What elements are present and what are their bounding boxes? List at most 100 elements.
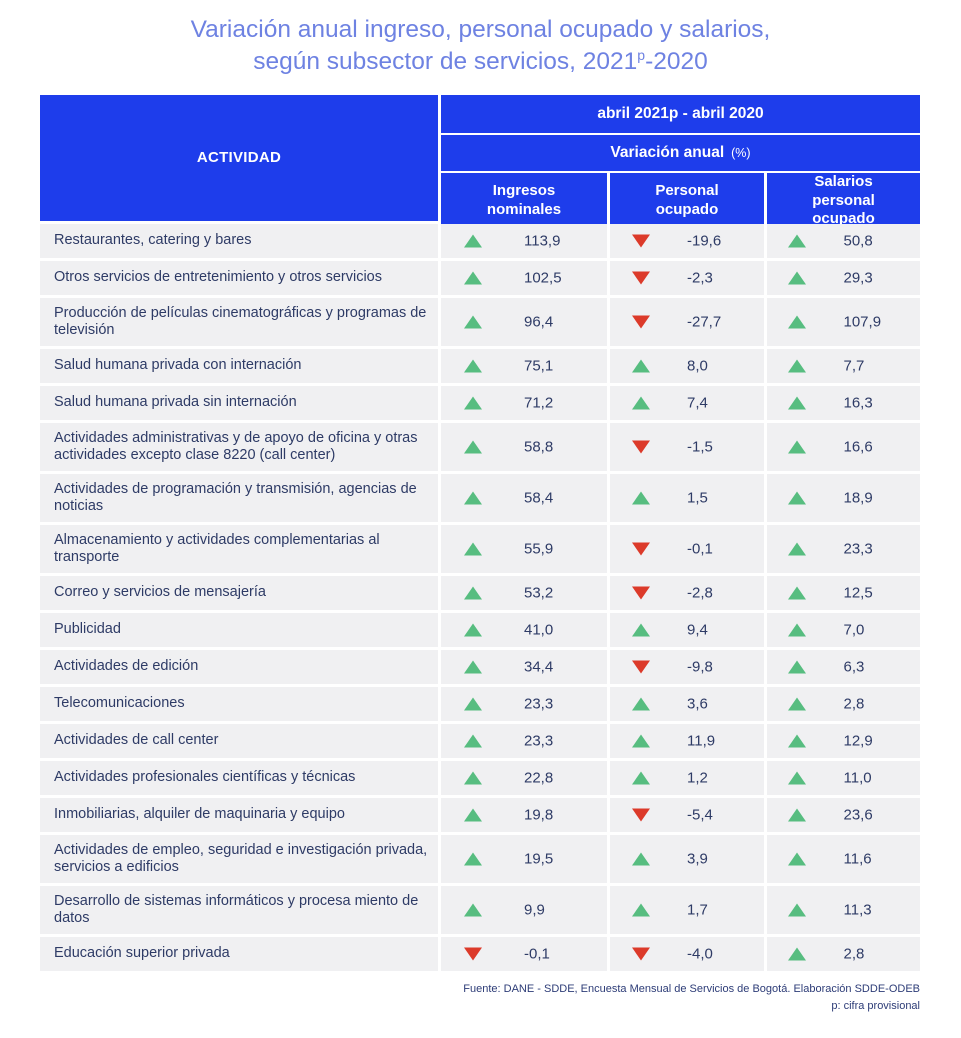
salarios-cell: 2,8: [767, 936, 920, 971]
personal-cell: -0,1: [610, 524, 764, 573]
up-triangle-icon: [464, 234, 483, 248]
up-triangle-icon: [788, 660, 807, 674]
ingresos-value: 53,2: [524, 584, 554, 602]
ingresos-value: 113,9: [524, 232, 561, 250]
activity-label: Producción de películas cinematográficas…: [54, 304, 427, 338]
ingresos-value: 19,8: [524, 806, 554, 824]
variation-table: ACTIVIDAD abril 2021p - abril 2020 Varia…: [40, 94, 920, 971]
up-triangle-icon: [788, 396, 807, 410]
personal-cell: -9,8: [610, 649, 764, 684]
salarios-cell: 12,9: [767, 723, 920, 758]
activity-label: Actividades administrativas y de apoyo d…: [54, 429, 418, 463]
down-triangle-icon: [631, 542, 650, 556]
salarios-cell: 50,8: [767, 223, 920, 258]
personal-cell: -2,3: [610, 260, 764, 295]
personal-cell: -27,7: [610, 297, 764, 346]
up-triangle-icon: [464, 440, 483, 454]
activity-cell: Otros servicios de entretenimiento y otr…: [40, 260, 438, 295]
down-triangle-icon: [631, 808, 650, 822]
up-triangle-icon: [464, 697, 483, 711]
up-triangle-icon: [631, 903, 650, 917]
ingresos-cell: -0,1: [441, 936, 607, 971]
personal-cell: 1,7: [610, 885, 764, 934]
personal-cell: 3,9: [610, 834, 764, 883]
up-triangle-icon: [788, 234, 807, 248]
ingresos-cell: 75,1: [441, 348, 607, 383]
variation-unit: (%): [731, 145, 751, 160]
up-triangle-icon: [464, 852, 483, 866]
up-triangle-icon: [464, 315, 483, 329]
personal-value: 9,4: [687, 621, 708, 639]
period-header: abril 2021p - abril 2020: [441, 94, 920, 133]
ingresos-cell: 58,4: [441, 473, 607, 522]
up-triangle-icon: [788, 697, 807, 711]
activity-label: Publicidad: [54, 621, 121, 638]
activity-cell: Inmobiliarias, alquiler de maquinaria y …: [40, 797, 438, 832]
activity-cell: Actividades de edición: [40, 649, 438, 684]
personal-value: 1,7: [687, 901, 708, 919]
personal-cell: -2,8: [610, 575, 764, 610]
column-header-personal: Personal ocupado: [610, 172, 764, 230]
ingresos-cell: 58,8: [441, 422, 607, 471]
footer-note: p: cifra provisional: [831, 999, 920, 1012]
salarios-cell: 12,5: [767, 575, 920, 610]
personal-value: -2,8: [687, 584, 713, 602]
up-triangle-icon: [631, 697, 650, 711]
activity-label: Almacenamiento y actividades complementa…: [54, 531, 380, 565]
ingresos-cell: 55,9: [441, 524, 607, 573]
footer-source: Fuente: DANE - SDDE, Encuesta Mensual de…: [463, 982, 920, 995]
salarios-value: 11,0: [843, 769, 872, 787]
up-triangle-icon: [788, 947, 807, 961]
activity-label: Actividades de edición: [54, 658, 199, 675]
salarios-value: 11,6: [843, 850, 872, 868]
table-header-right: abril 2021p - abril 2020 Variación anual…: [441, 94, 920, 230]
activity-cell: Telecomunicaciones: [40, 686, 438, 721]
down-triangle-icon: [631, 586, 650, 600]
activity-label: Restaurantes, catering y bares: [54, 232, 252, 249]
personal-value: 3,6: [687, 695, 708, 713]
up-triangle-icon: [631, 852, 650, 866]
up-triangle-icon: [788, 491, 807, 505]
personal-value: 3,9: [687, 850, 708, 868]
salarios-value: 7,7: [843, 357, 865, 375]
activity-cell: Salud humana privada con internación: [40, 348, 438, 383]
down-triangle-icon: [464, 947, 483, 961]
table-row: Publicidad 41,0 9,4 7,0: [40, 612, 920, 647]
activity-label: Telecomunicaciones: [54, 695, 185, 712]
up-triangle-icon: [464, 771, 483, 785]
column-header-salarios: Salarios personal ocupado: [767, 172, 920, 230]
up-triangle-icon: [788, 852, 807, 866]
up-triangle-icon: [631, 491, 650, 505]
table-row: Inmobiliarias, alquiler de maquinaria y …: [40, 797, 920, 832]
up-triangle-icon: [788, 771, 807, 785]
table-row: Actividades de empleo, seguridad e inves…: [40, 834, 920, 883]
table-row: Correo y servicios de mensajería 53,2 -2…: [40, 575, 920, 610]
personal-value: 7,4: [687, 394, 708, 412]
salarios-cell: 16,3: [767, 385, 920, 420]
ingresos-value: 41,0: [524, 621, 554, 639]
page-title-line1: Variación anual ingreso, personal ocupad…: [190, 16, 771, 43]
salarios-value: 2,8: [843, 695, 865, 713]
salarios-cell: 23,6: [767, 797, 920, 832]
salarios-value: 11,3: [843, 901, 872, 919]
ingresos-cell: 96,4: [441, 297, 607, 346]
up-triangle-icon: [788, 440, 807, 454]
ingresos-cell: 53,2: [441, 575, 607, 610]
ingresos-value: 34,4: [524, 658, 554, 676]
up-triangle-icon: [464, 734, 483, 748]
salarios-cell: 23,3: [767, 524, 920, 573]
activity-cell: Actividades de programación y transmisió…: [40, 473, 438, 522]
up-triangle-icon: [788, 808, 807, 822]
personal-cell: -1,5: [610, 422, 764, 471]
salarios-value: 2,8: [843, 945, 865, 963]
activity-cell: Desarrollo de sistemas informáticos y pr…: [40, 885, 438, 934]
variation-header: Variación anual (%): [441, 134, 920, 171]
table-row: Salud humana privada sin internación 71,…: [40, 385, 920, 420]
ingresos-cell: 23,3: [441, 723, 607, 758]
activity-cell: Actividades de call center: [40, 723, 438, 758]
down-triangle-icon: [631, 234, 650, 248]
page-title: Variación anual ingreso, personal ocupad…: [0, 14, 961, 79]
salarios-cell: 11,3: [767, 885, 920, 934]
up-triangle-icon: [631, 359, 650, 373]
table-row: Desarrollo de sistemas informáticos y pr…: [40, 885, 920, 934]
